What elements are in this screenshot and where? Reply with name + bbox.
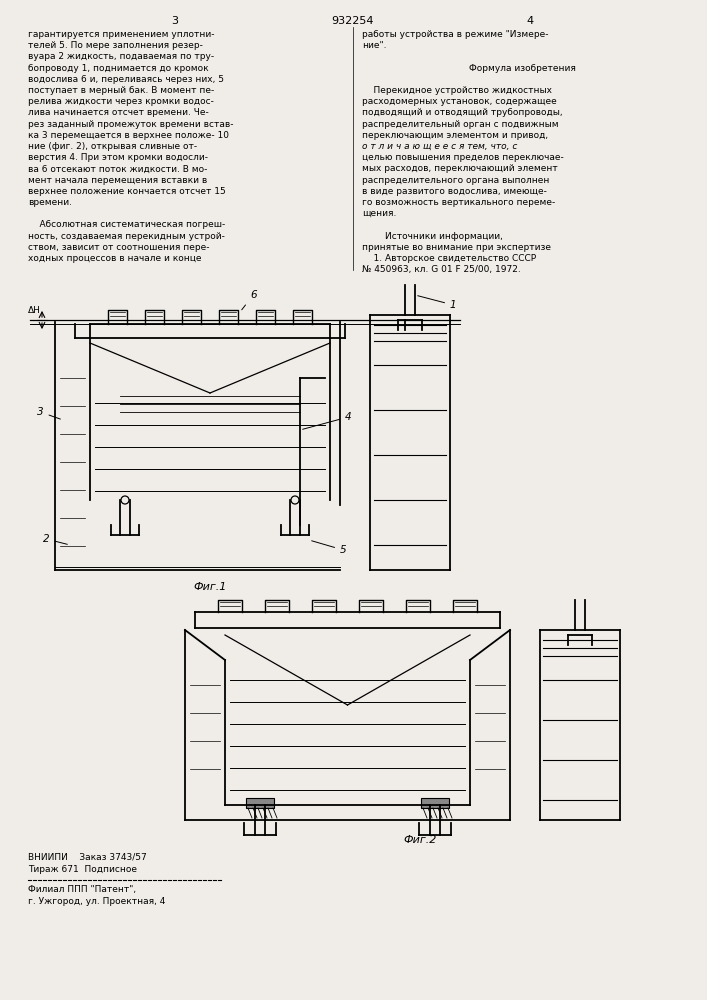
Text: Формула изобретения: Формула изобретения — [469, 64, 575, 73]
Bar — [421, 798, 449, 808]
Text: 1: 1 — [418, 296, 457, 310]
Text: водослива 6 и, переливаясь через них, 5: водослива 6 и, переливаясь через них, 5 — [28, 75, 224, 84]
Text: го возможность вертикального переме-: го возможность вертикального переме- — [362, 198, 555, 207]
Text: 4: 4 — [303, 412, 351, 429]
Text: Абсолютная систематическая погреш-: Абсолютная систематическая погреш- — [28, 220, 226, 229]
Text: 2: 2 — [43, 534, 67, 544]
Text: бопроводу 1, поднимается до кромок: бопроводу 1, поднимается до кромок — [28, 64, 209, 73]
Text: принятые во внимание при экспертизе: принятые во внимание при экспертизе — [362, 243, 551, 252]
Text: в виде развитого водослива, имеюще-: в виде развитого водослива, имеюще- — [362, 187, 547, 196]
Text: верстия 4. При этом кромки водосли-: верстия 4. При этом кромки водосли- — [28, 153, 208, 162]
Text: телей 5. По мере заполнения резер-: телей 5. По мере заполнения резер- — [28, 41, 203, 50]
Text: гарантируется применением уплотни-: гарантируется применением уплотни- — [28, 30, 214, 39]
Text: расходомерных установок, содержащее: расходомерных установок, содержащее — [362, 97, 556, 106]
Text: о т л и ч а ю щ е е с я тем, что, с: о т л и ч а ю щ е е с я тем, что, с — [362, 142, 518, 151]
Text: поступает в мерный бак. В момент пе-: поступает в мерный бак. В момент пе- — [28, 86, 214, 95]
Text: распределительный орган с подвижным: распределительный орган с подвижным — [362, 120, 559, 129]
Text: верхнее положение кончается отсчет 15: верхнее положение кончается отсчет 15 — [28, 187, 226, 196]
Text: ВНИИПИ    Заказ 3743/57: ВНИИПИ Заказ 3743/57 — [28, 852, 147, 861]
Text: Тираж 671  Подписное: Тираж 671 Подписное — [28, 865, 137, 874]
Text: № 450963, кл. G 01 F 25/00, 1972.: № 450963, кл. G 01 F 25/00, 1972. — [362, 265, 521, 274]
Text: г. Ужгород, ул. Проектная, 4: г. Ужгород, ул. Проектная, 4 — [28, 897, 165, 906]
Text: лива начинается отсчет времени. Че-: лива начинается отсчет времени. Че- — [28, 108, 209, 117]
Text: 932254: 932254 — [332, 16, 374, 26]
Text: 3: 3 — [172, 16, 178, 26]
Text: Источники информации,: Источники информации, — [362, 232, 503, 241]
Text: вуара 2 жидкость, подаваемая по тру-: вуара 2 жидкость, подаваемая по тру- — [28, 52, 214, 61]
Text: подводящий и отводящий трубопроводы,: подводящий и отводящий трубопроводы, — [362, 108, 563, 117]
Text: мых расходов, переключающий элемент: мых расходов, переключающий элемент — [362, 164, 558, 173]
Text: ность, создаваемая перекидным устрой-: ность, создаваемая перекидным устрой- — [28, 232, 225, 241]
Text: 4: 4 — [527, 16, 534, 26]
Bar — [246, 798, 274, 808]
Text: целью повышения пределов переключае-: целью повышения пределов переключае- — [362, 153, 563, 162]
Text: 5: 5 — [312, 541, 346, 555]
Text: ходных процессов в начале и конце: ходных процессов в начале и конце — [28, 254, 201, 263]
Text: щения.: щения. — [362, 209, 397, 218]
Text: переключающим элементом и привод,: переключающим элементом и привод, — [362, 131, 548, 140]
Text: 3: 3 — [37, 407, 60, 419]
Text: 6: 6 — [242, 290, 257, 310]
Text: мент начала перемещения вставки в: мент начала перемещения вставки в — [28, 176, 207, 185]
Text: Фиг.1: Фиг.1 — [193, 582, 227, 592]
Text: распределительного органа выполнен: распределительного органа выполнен — [362, 176, 549, 185]
Text: ка 3 перемещается в верхнее положе- 10: ка 3 перемещается в верхнее положе- 10 — [28, 131, 229, 140]
Text: рез заданный промежуток времени встав-: рез заданный промежуток времени встав- — [28, 120, 233, 129]
Text: Филиал ППП "Патент",: Филиал ППП "Патент", — [28, 885, 136, 894]
Text: ва 6 отсекают поток жидкости. В мо-: ва 6 отсекают поток жидкости. В мо- — [28, 164, 207, 173]
Text: ние (фиг. 2), открывая сливные от-: ние (фиг. 2), открывая сливные от- — [28, 142, 197, 151]
Text: релива жидкости через кромки водос-: релива жидкости через кромки водос- — [28, 97, 214, 106]
Text: 1. Авторское свидетельство СССР: 1. Авторское свидетельство СССР — [362, 254, 536, 263]
Text: Перекидное устройство жидкостных: Перекидное устройство жидкостных — [362, 86, 552, 95]
Text: ние".: ние". — [362, 41, 387, 50]
Circle shape — [121, 496, 129, 504]
Circle shape — [291, 496, 299, 504]
Text: Фиг.2: Фиг.2 — [403, 835, 437, 845]
Text: ΔН: ΔН — [28, 306, 41, 315]
Text: времени.: времени. — [28, 198, 72, 207]
Text: ством, зависит от соотношения пере-: ством, зависит от соотношения пере- — [28, 243, 209, 252]
Text: работы устройства в режиме "Измере-: работы устройства в режиме "Измере- — [362, 30, 549, 39]
